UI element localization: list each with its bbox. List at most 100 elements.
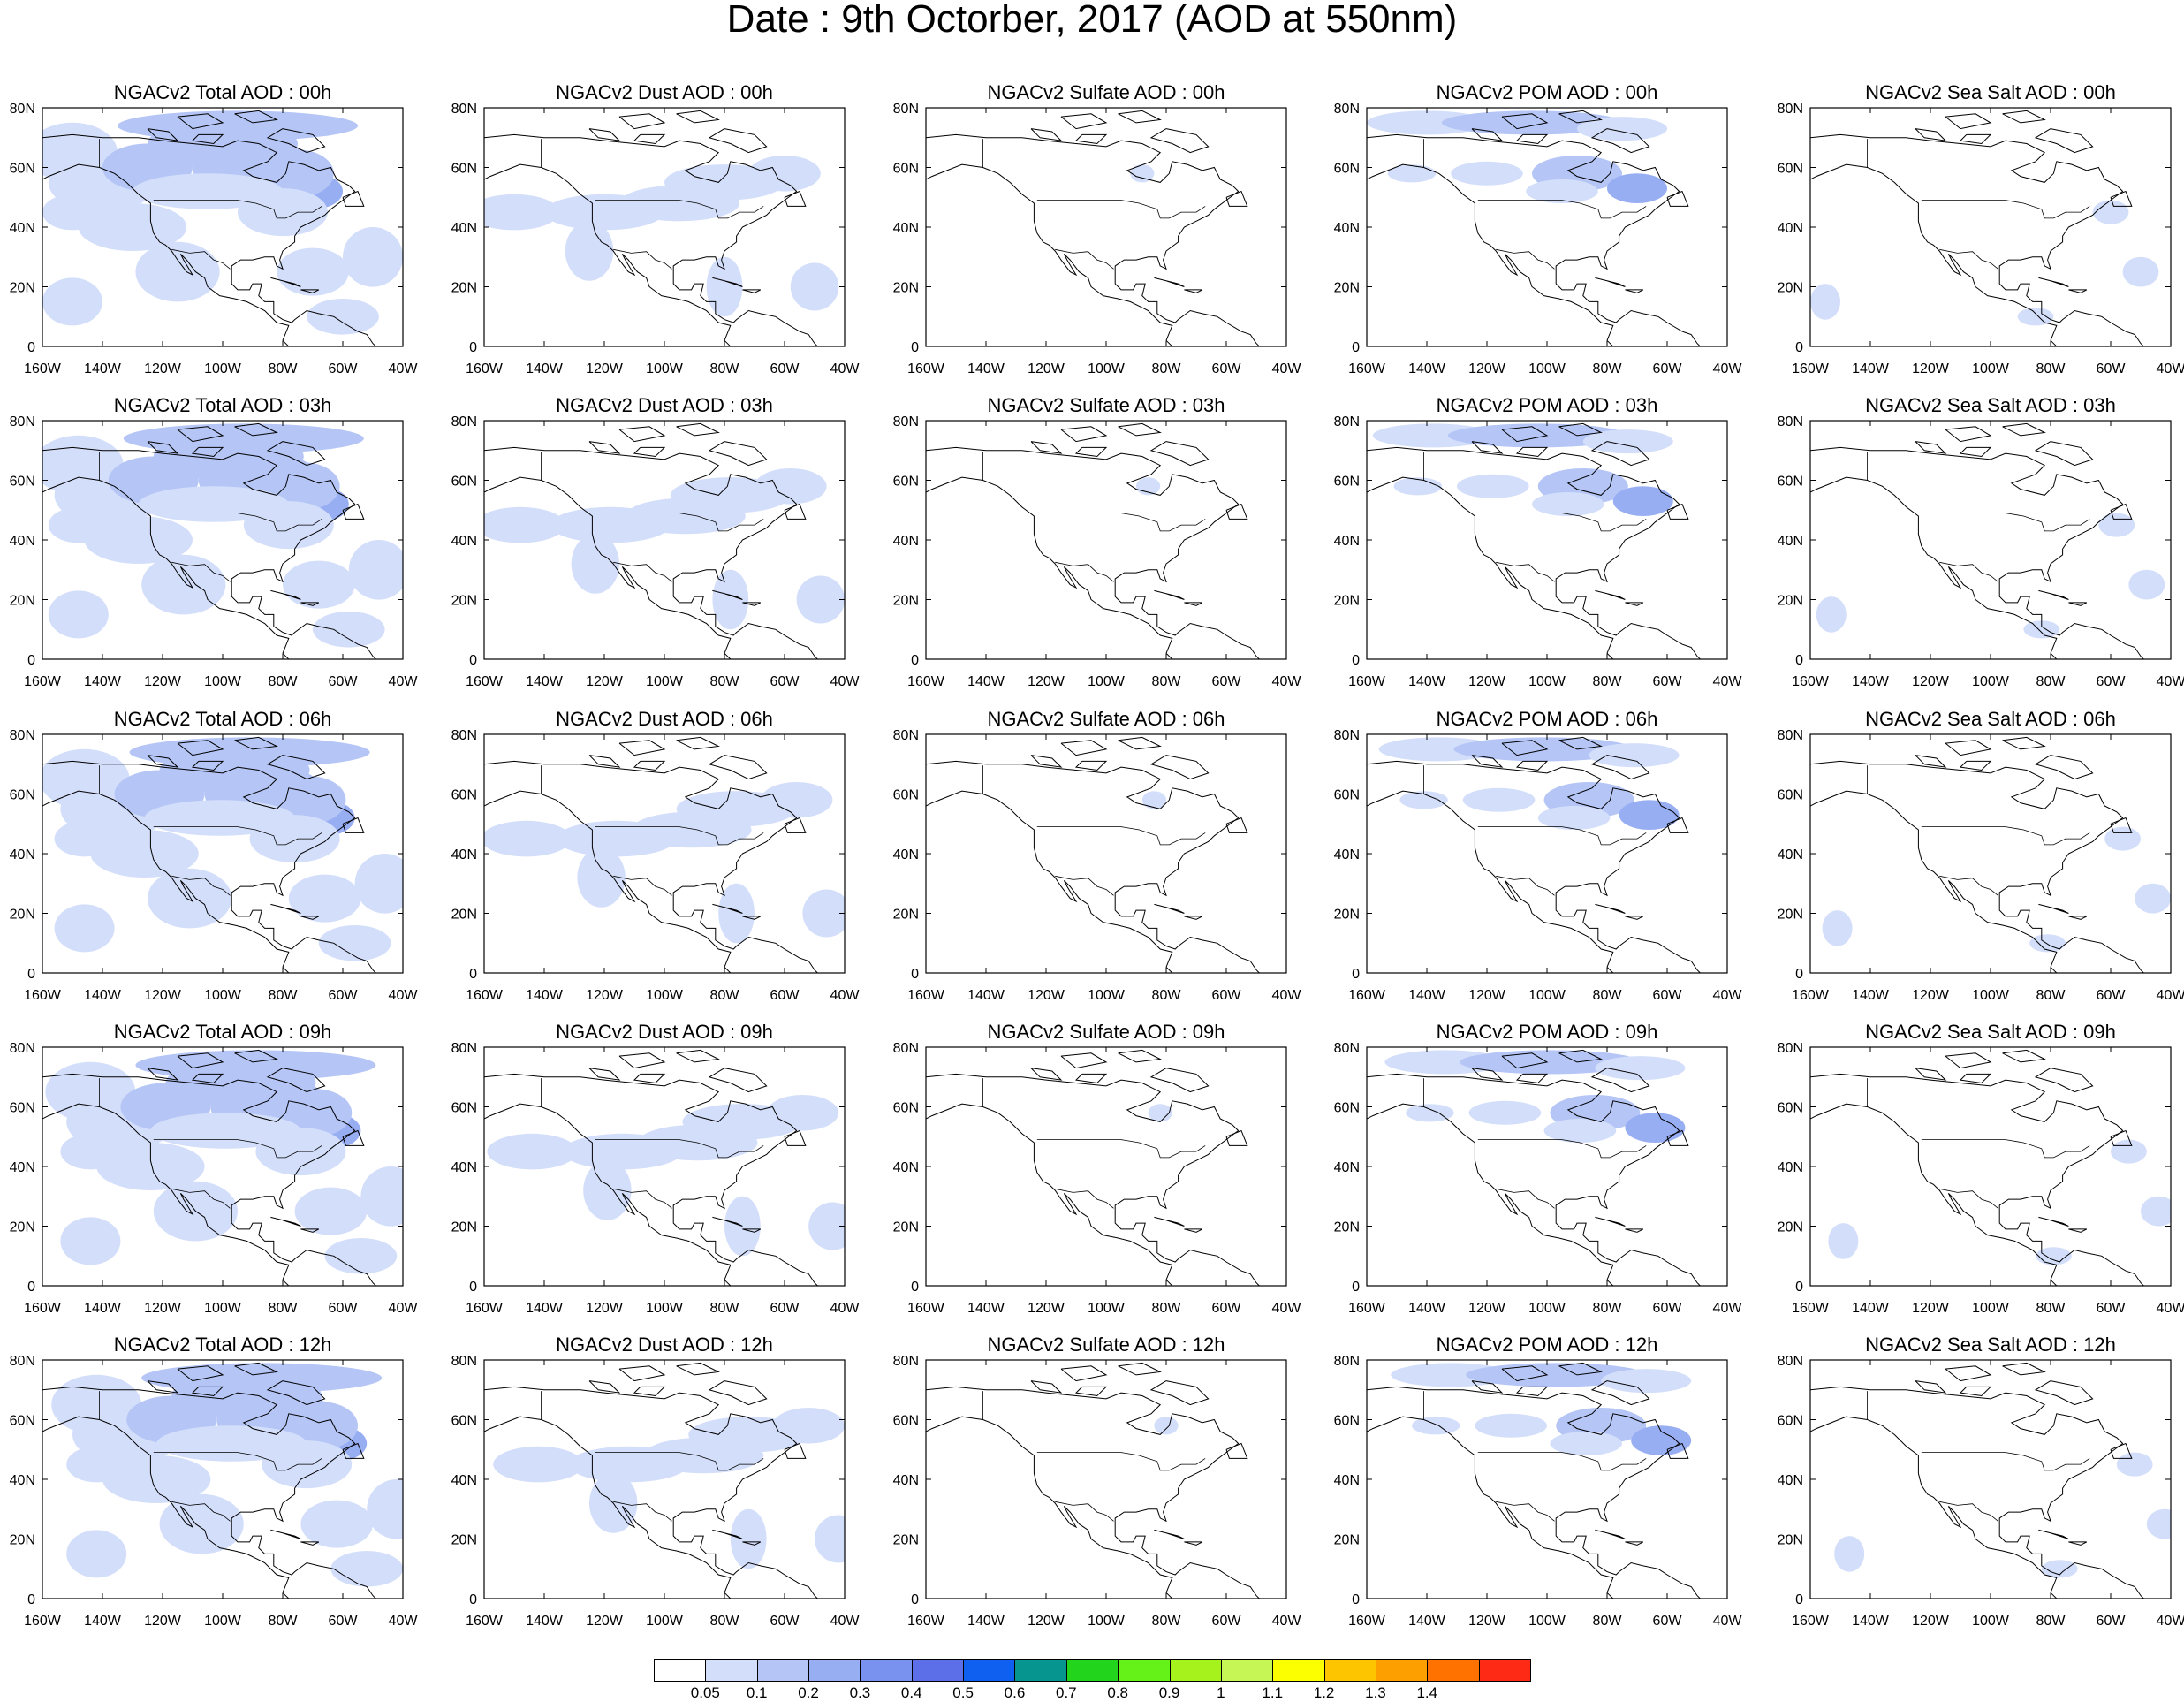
x-tick-label: 80W — [710, 361, 740, 376]
map-frame — [1366, 1046, 1728, 1287]
island-outline — [1030, 1068, 1063, 1081]
y-tick-label: 60N — [451, 788, 477, 803]
island-outline — [1154, 903, 1185, 914]
y-tick-label: 0 — [27, 967, 35, 982]
x-tick-label: 100W — [1088, 988, 1126, 1003]
coastline — [42, 446, 376, 659]
x-tick-label: 160W — [907, 361, 945, 376]
island-outline — [270, 277, 301, 287]
x-tick-label: 140W — [526, 674, 564, 689]
island-outline — [1225, 1129, 1248, 1146]
map-panel: 160W 140W 120W 100W 80W 60W 40W 0 20N 40N 60N 80N — [893, 728, 1302, 1003]
aod-fill-layer — [1816, 513, 2165, 639]
island-outline — [1471, 1380, 1504, 1394]
x-tick-label: 80W — [269, 361, 299, 376]
x-tick-label: 160W — [466, 1301, 504, 1316]
map-plot-area: 160W 140W 120W 100W 80W 60W 40W 0 20N 40N 60N 80N — [893, 728, 1302, 1003]
x-tick-label: 80W — [710, 1301, 740, 1316]
y-tick-label: 80N — [1778, 102, 1803, 117]
y-tick-label: 40N — [893, 221, 919, 236]
x-tick-label: 60W — [770, 361, 800, 376]
colorbar-label: 0.05 — [690, 1684, 720, 1701]
aod-patch — [1406, 1104, 1454, 1122]
x-tick-label: 160W — [466, 1614, 504, 1629]
us-canada-border — [1921, 1452, 2090, 1471]
us-mexico-border — [171, 561, 231, 582]
aod-patch — [1453, 737, 1634, 762]
island-outline — [1590, 755, 1650, 780]
coastline — [1810, 1073, 2144, 1286]
y-tick-label: 40N — [1334, 1473, 1360, 1488]
colorbar-label: 1 — [1217, 1684, 1225, 1701]
island-outline — [676, 110, 720, 124]
island-outline — [300, 1228, 320, 1233]
panel-title: NGACv2 Sulfate AOD : 12h — [987, 1333, 1225, 1356]
island-outline — [1915, 128, 1947, 141]
y-tick-label: 40N — [10, 1473, 35, 1488]
island-outline — [2002, 1362, 2046, 1376]
x-tick-label: 40W — [2157, 988, 2184, 1003]
us-canada-border — [595, 1139, 764, 1159]
us-mexico-border — [1939, 1188, 1998, 1209]
map-plot-area: 160W 140W 120W 100W 80W 60W 40W 0 20N 40N 60N 80N — [893, 414, 1302, 689]
island-outline — [1184, 289, 1203, 293]
aod-patch — [790, 262, 839, 311]
x-tick-label: 80W — [1593, 361, 1623, 376]
aod-patch — [1577, 117, 1667, 141]
island-outline — [234, 736, 278, 750]
x-tick-label: 60W — [770, 1301, 800, 1316]
us-mexico-border — [613, 561, 672, 582]
island-outline — [2110, 190, 2133, 207]
coastline-layer — [42, 110, 376, 346]
island-outline — [2110, 1129, 2133, 1146]
x-tick-label: 140W — [1852, 988, 1890, 1003]
coastline-west — [484, 476, 732, 659]
island-outline — [712, 903, 743, 914]
aod-patch — [148, 868, 232, 929]
y-tick-label: 0 — [1795, 340, 1803, 355]
y-tick-label: 20N — [451, 1533, 477, 1548]
island-outline — [1625, 289, 1644, 293]
island-outline — [1225, 503, 1248, 520]
x-tick-label: 40W — [389, 988, 419, 1003]
y-tick-label: 80N — [1334, 102, 1360, 117]
aod-patch — [360, 1166, 403, 1227]
island-outline — [712, 1529, 743, 1539]
island-outline — [1915, 1380, 1947, 1394]
aod-patch — [2111, 1139, 2147, 1164]
map-panel: 160W 140W 120W 100W 80W 60W 40W 0 20N 40N 60N 80N — [893, 1354, 1302, 1629]
aod-patch — [1466, 1363, 1647, 1387]
coastline-west — [484, 790, 732, 973]
x-tick-label: 140W — [526, 1301, 564, 1316]
y-tick-label: 20N — [893, 1533, 919, 1548]
island-outline — [618, 113, 666, 130]
x-tick-label: 40W — [389, 1301, 419, 1316]
coastline — [484, 1386, 818, 1599]
y-tick-label: 20N — [893, 594, 919, 609]
island-outline — [270, 1529, 301, 1539]
y-tick-label: 20N — [10, 1220, 35, 1235]
aod-patch — [1543, 1119, 1617, 1143]
island-outline — [1118, 1362, 1162, 1376]
x-tick-label: 40W — [1272, 988, 1302, 1003]
island-outline — [2034, 755, 2094, 780]
coastline-west — [42, 163, 290, 346]
x-tick-label: 100W — [646, 674, 684, 689]
island-outline — [1595, 1216, 1626, 1227]
y-tick-label: 20N — [893, 281, 919, 296]
island-outline — [300, 602, 320, 606]
aod-fill-layer — [493, 1408, 845, 1569]
island-outline — [147, 1068, 179, 1081]
x-tick-label: 80W — [269, 674, 299, 689]
aod-patch — [42, 277, 102, 326]
aod-patch — [577, 847, 626, 908]
panel-title: NGACv2 POM AOD : 09h — [1436, 1021, 1658, 1043]
map-frame — [1809, 1046, 2172, 1287]
coastline-layer — [484, 736, 818, 973]
x-tick-label: 60W — [2097, 1614, 2127, 1629]
coastline — [926, 1386, 1260, 1599]
island-outline — [1074, 760, 1108, 771]
island-outline — [177, 426, 224, 443]
x-tick-label: 40W — [389, 674, 419, 689]
map-plot-area: 160W 140W 120W 100W 80W 60W 40W 0 20N 40N 60N 80N — [451, 414, 861, 689]
